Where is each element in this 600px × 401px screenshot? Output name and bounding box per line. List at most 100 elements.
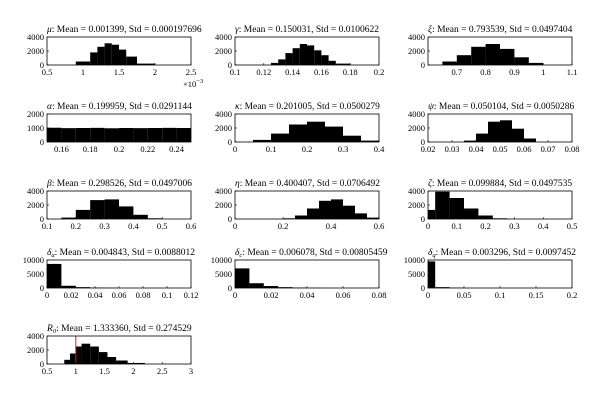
x-tick-label: 0.04	[300, 290, 316, 300]
parameter-symbol: ξ	[428, 24, 433, 35]
y-tick-label: 2000	[27, 200, 44, 210]
x-tick-label: 0.3	[99, 221, 110, 231]
x-tick-label: 0.02	[421, 144, 436, 154]
parameter-symbol: β	[46, 179, 52, 189]
x-tick-label: 0.22	[140, 144, 155, 154]
x-tick-label: 1	[74, 366, 78, 376]
x-tick-label: 0.4	[128, 221, 139, 231]
panel-title: α: Mean = 0.199959, Std = 0.0291144	[47, 102, 192, 112]
parameter-symbol: R	[46, 324, 53, 334]
histogram-bar	[176, 128, 191, 142]
x-tick-label: 0.18	[343, 67, 358, 77]
y-tick-label: 4000	[27, 32, 44, 42]
x-tick-label: 0	[45, 290, 49, 300]
histogram-bar	[500, 48, 515, 65]
histogram-bar	[97, 46, 105, 65]
histogram-bar	[90, 127, 105, 142]
panel-title-stats: : Mean = 0.298526, Std = 0.0497006	[52, 179, 193, 189]
histogram-bar	[285, 53, 293, 65]
parameter-symbol: δ	[428, 248, 433, 258]
x-tick-label: 0.16	[314, 67, 329, 77]
y-tick-label: 10000	[211, 255, 232, 265]
panel-title: R0: Mean = 1.333360, Std = 0.274529	[46, 324, 192, 335]
x-tick-label: 0.6	[374, 221, 385, 231]
panel-title-stats: : Mean = 1.333360, Std = 0.274529	[56, 324, 192, 334]
histogram-bar	[314, 50, 322, 65]
histogram-bar	[471, 46, 486, 65]
histogram-bar	[249, 283, 264, 288]
histogram-bar	[127, 362, 145, 364]
histogram-bar	[104, 43, 112, 65]
histogram-bar	[512, 128, 524, 142]
x-tick-label: 0.02	[64, 290, 79, 300]
panel-title-stats: : Mean = 0.006078, Std = 0.00805459	[242, 248, 387, 258]
histogram-bar	[111, 44, 119, 65]
x-tick-label: 0	[233, 221, 237, 231]
histogram-bar	[456, 55, 472, 65]
histogram-bar	[75, 346, 82, 364]
x-tick-label: 0.16	[54, 144, 69, 154]
x-tick-label: 0.12	[184, 290, 199, 300]
x-tick-label: 1.5	[114, 67, 125, 77]
histogram-bar	[75, 209, 91, 219]
x-tick-label: 0.05	[457, 290, 472, 300]
x-tick-label: 0.08	[565, 144, 580, 154]
x-tick-label: 0.4	[326, 221, 337, 231]
histogram-bar	[90, 200, 105, 219]
panel-title: δa: Mean = 0.004843, Std = 0.0088012	[47, 248, 195, 259]
histogram-bar	[271, 62, 279, 65]
y-tick-label: 0	[421, 137, 425, 147]
x-tick-label: 0.05	[493, 144, 508, 154]
histogram-bar	[528, 62, 544, 65]
histogram-bar	[271, 133, 289, 142]
x-tick-label: 0.3	[338, 144, 349, 154]
x-tick-label: 0.1	[451, 221, 462, 231]
histogram-bar	[98, 352, 108, 364]
parameter-symbol: ζ	[428, 178, 433, 189]
parameter-symbol: γ	[235, 25, 239, 35]
histogram-bar	[485, 44, 500, 65]
histogram-bar	[235, 268, 250, 288]
histogram-bar	[514, 57, 529, 65]
x-tick-label: 0.7	[451, 67, 462, 77]
x-tick-label: 0.06	[112, 290, 127, 300]
histogram-bar	[278, 287, 293, 288]
histogram-bar	[476, 133, 488, 142]
x-tick-label: 0.24	[169, 144, 185, 154]
x-tick-label: 0.15	[529, 290, 544, 300]
y-tick-label: 0	[40, 214, 44, 224]
x-tick-label: 0.2	[480, 221, 491, 231]
histogram-bar	[90, 346, 99, 364]
histogram-bar	[61, 128, 76, 142]
histogram-bar	[428, 261, 436, 288]
histogram-bar	[367, 217, 379, 219]
histogram-bar	[299, 44, 307, 65]
histogram-bar	[331, 199, 343, 219]
x-tick-label: 0.2	[567, 290, 578, 300]
histogram-bar	[361, 140, 379, 142]
y-tick-label: 4000	[215, 109, 232, 119]
histogram-panel: 0.02 0.03 0.04 0.05 0.06 0.07 0.08 0 2000 4000ψ: …	[408, 102, 579, 154]
x-tick-label: 0.3	[509, 221, 520, 231]
x-tick-label: 0	[233, 144, 237, 154]
x-tick-label: 0.06	[517, 144, 532, 154]
y-tick-label: 2000	[408, 46, 425, 56]
y-tick-label: 2000	[27, 109, 44, 119]
histogram-bar	[61, 217, 76, 219]
x-tick-label: 0.12	[256, 67, 271, 77]
panel-title-stats: : Mean = 0.400407, Std = 0.0706492	[240, 179, 381, 189]
x-tick-label: 0.02	[264, 290, 279, 300]
x-tick-label: 0.1	[162, 290, 173, 300]
x-tick-label: 0.08	[136, 290, 151, 300]
histogram-bar	[119, 128, 134, 142]
x-tick-label: 0.9	[509, 67, 520, 77]
y-tick-label: 0	[228, 283, 232, 293]
x-tick-label: 0.2	[70, 221, 81, 231]
x-tick-label: 0.03	[445, 144, 460, 154]
x-tick-label: 0.14	[285, 67, 301, 77]
histogram-bar	[137, 63, 155, 65]
histogram-bar	[307, 208, 319, 219]
